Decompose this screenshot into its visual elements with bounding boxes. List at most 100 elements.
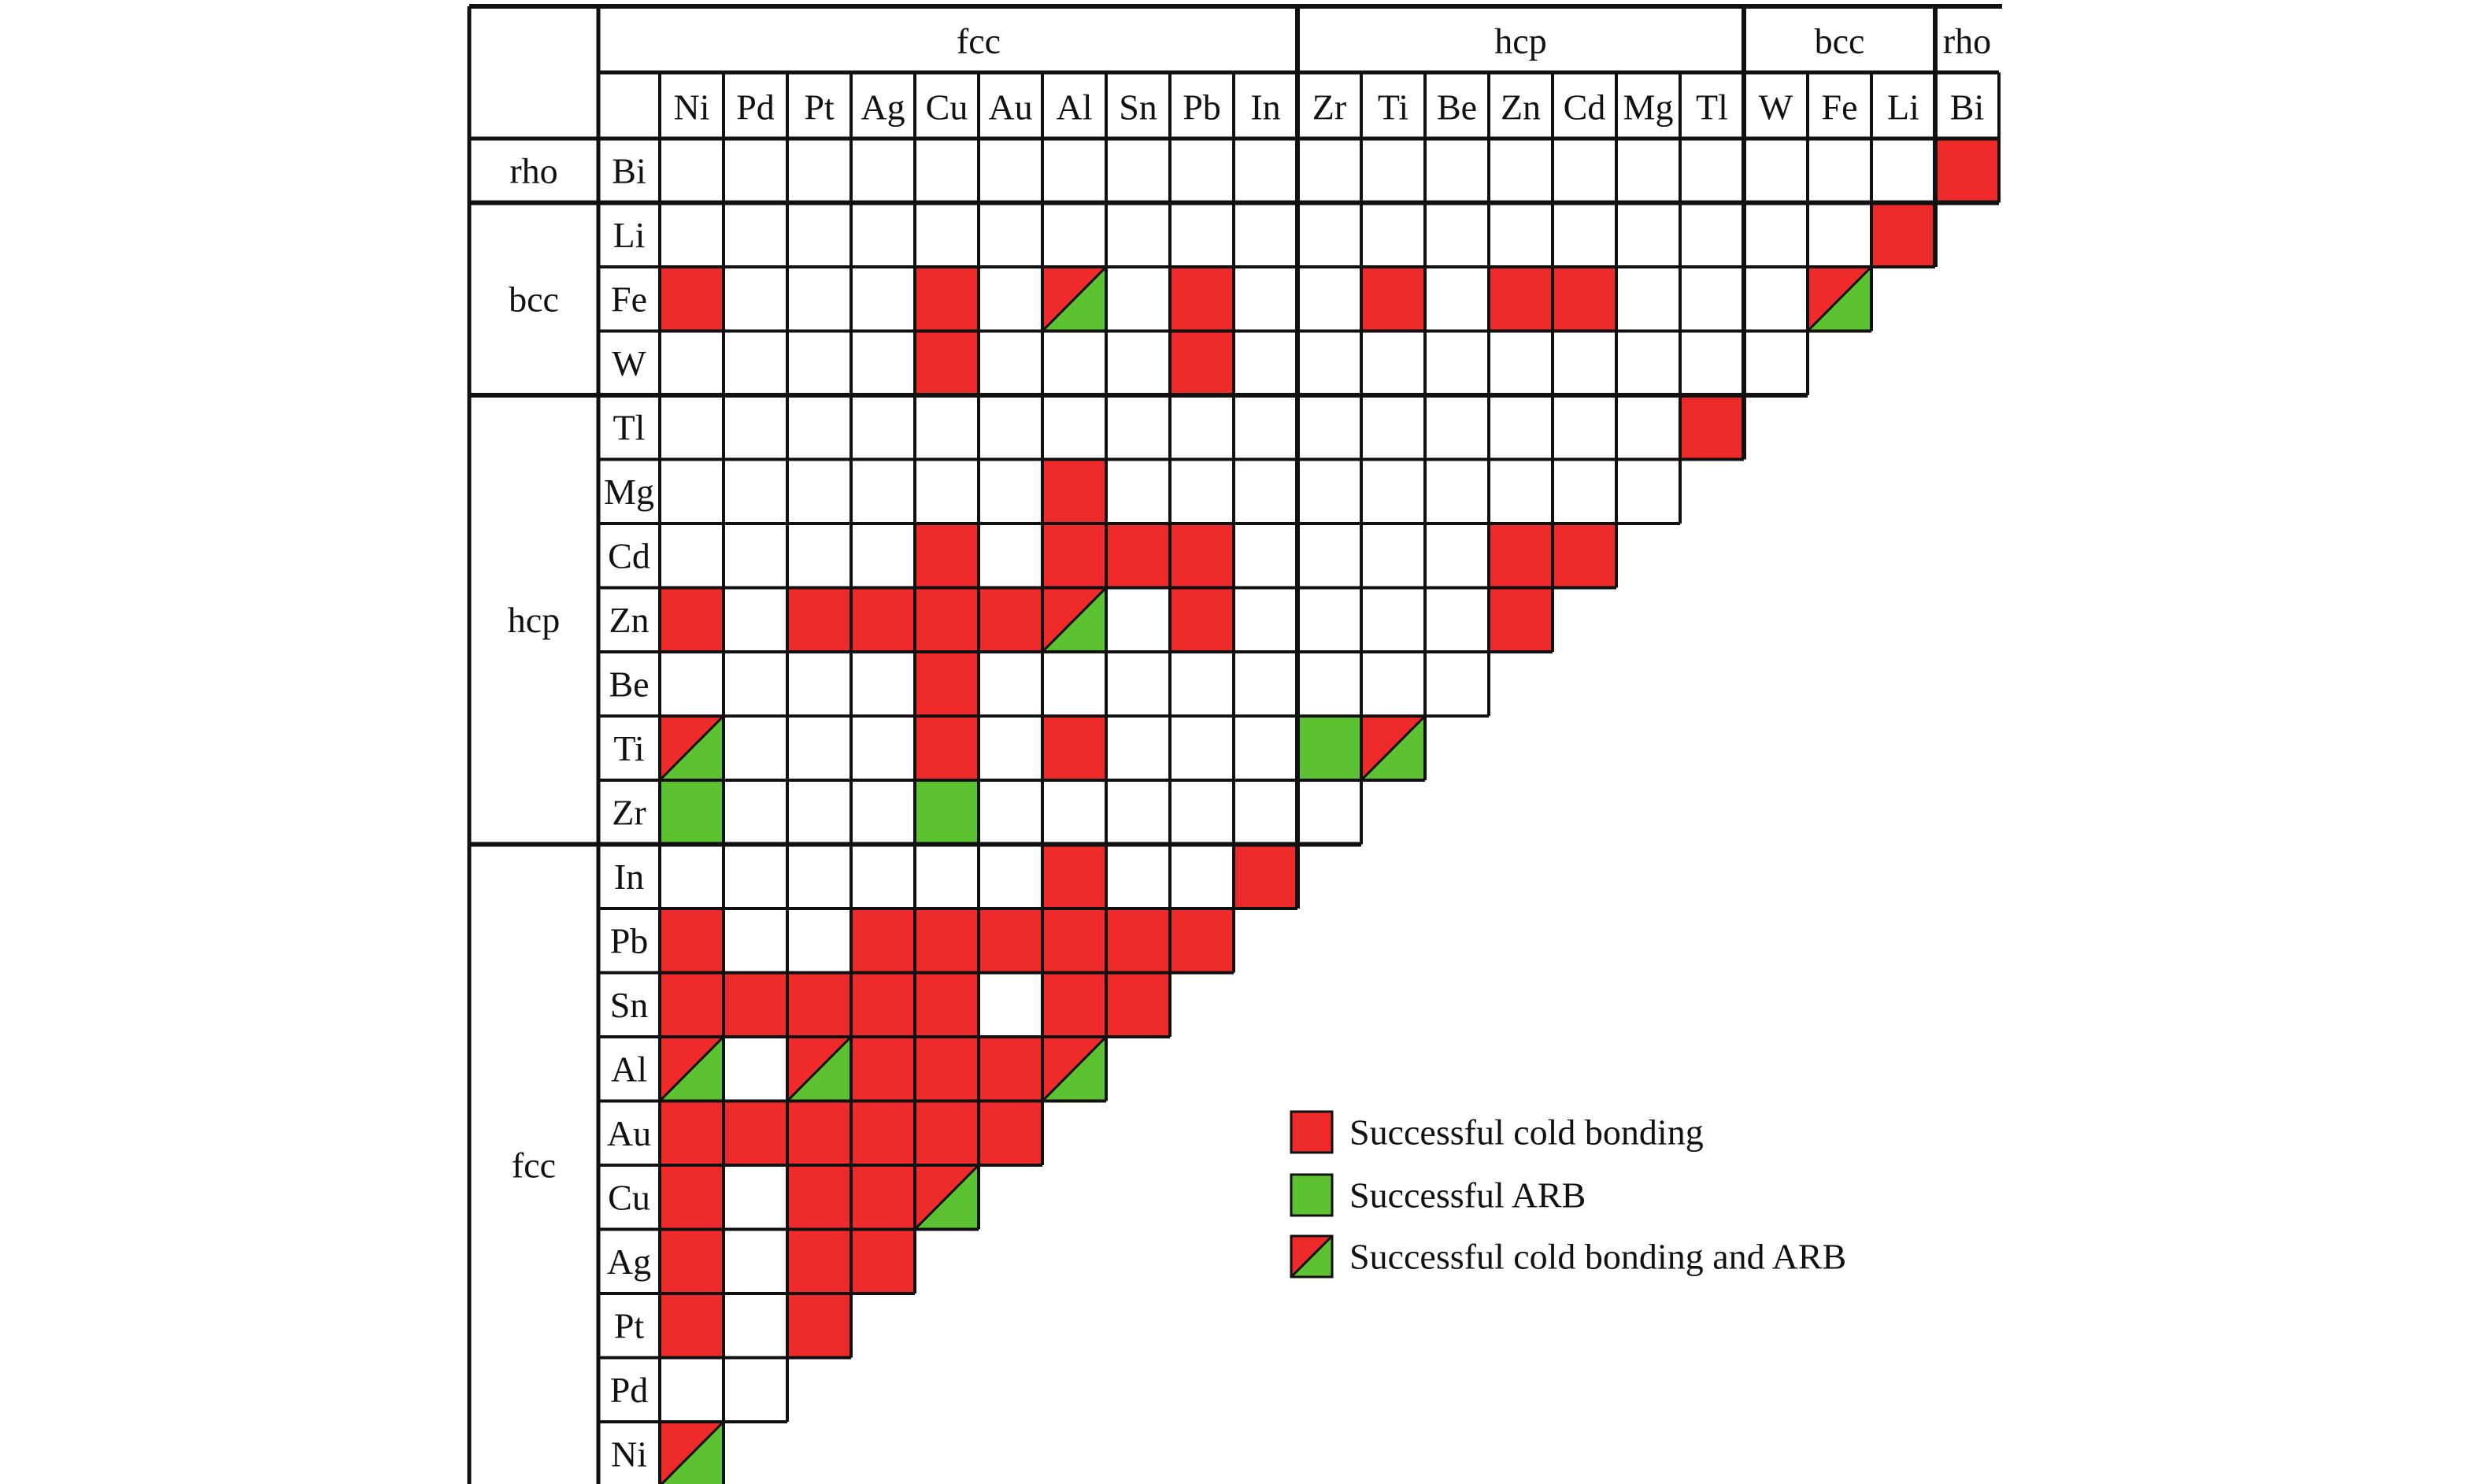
cell-ti-ni-diagonal [658,715,725,782]
cell-ag-ag-cold [851,1229,915,1293]
column-label-sn: Sn [1119,87,1157,128]
cell-cd-sn-cold [1106,524,1170,588]
column-label-cu: Cu [926,87,968,128]
column-group-bcc-label: bcc [1815,21,1865,61]
cell-cd-pb-cold [1170,524,1234,588]
cell-pt-pt-cold [787,1293,851,1358]
legend-item-cold: Successful cold bonding [1290,1110,1704,1154]
column-label-ag: Ag [861,87,905,128]
cell-zn-ag-cold [851,587,915,652]
cell-ti-cu-cold [915,716,979,780]
cell-au-pd-cold [724,1101,787,1165]
cell-ti-ti-diagonal [1360,715,1427,782]
column-label-al: Al [1057,87,1093,128]
cell-li-li-cold [1871,202,1935,267]
cell-au-ni-cold [660,1101,724,1165]
legend-item-arb: Successful ARB [1290,1173,1586,1217]
column-label-ni: Ni [674,87,710,128]
legend-swatch-arb [1291,1175,1332,1216]
cell-in-in-cold [1234,844,1297,909]
cell-cu-ni-cold [660,1165,724,1230]
cell-sn-ag-cold [851,972,915,1037]
cell-pb-au-cold [979,909,1042,973]
row-group-bcc-label: bcc [509,279,559,319]
cell-zr-cu-arb [915,780,979,845]
cell-in-al-cold [1042,844,1106,909]
column-label-mg: Mg [1623,87,1674,128]
cell-zn-au-cold [979,587,1042,652]
cell-pb-ag-cold [851,909,915,973]
column-group-hcp-label: hcp [1494,21,1546,61]
cell-al-pt-both [786,1035,853,1102]
cell-al-ni-diagonal [658,1035,725,1102]
row-label-li: Li [613,215,646,255]
cell-sn-cu-cold [915,972,979,1037]
cell-fe-cu-cold [915,267,979,331]
column-label-pd: Pd [736,87,775,128]
column-label-zr: Zr [1312,87,1346,128]
row-label-be: Be [609,664,649,704]
cell-cu-cu-diagonal [913,1164,980,1230]
cell-cu-ag-cold [851,1165,915,1230]
row-label-cd: Cd [608,535,650,575]
cell-al-ag-cold [851,1037,915,1101]
row-group-hcp-label: hcp [508,600,560,640]
cell-fe-pb-cold [1170,267,1234,331]
row-label-au: Au [607,1113,651,1153]
cell-al-al-both [1041,1035,1108,1102]
legend-label-arb: Successful ARB [1349,1175,1586,1216]
cell-sn-al-cold [1042,972,1106,1037]
legend: Successful cold bonding Successful ARB Suc… [1290,1110,1846,1279]
cell-sn-pt-cold [787,972,851,1037]
cell-pb-al-cold [1042,909,1106,973]
cell-ag-pt-cold [787,1229,851,1293]
cell-au-ag-cold [851,1101,915,1165]
row-label-zr: Zr [612,792,646,832]
cell-al-pt-diagonal [786,1035,853,1102]
cell-fe-fe-diagonal [1806,265,1873,332]
cell-fe-ti-cold [1361,267,1425,331]
cell-zn-ni-cold [660,587,724,652]
cell-cu-cu-both [913,1164,980,1230]
cell-sn-pd-cold [724,972,787,1037]
row-label-pb: Pb [610,920,649,960]
legend-swatch-border [1290,1110,1334,1154]
row-label-mg: Mg [604,472,654,512]
column-label-ti: Ti [1378,87,1408,128]
column-group-fcc-label: fcc [957,21,1001,61]
cell-al-ni-both [658,1035,725,1102]
cell-mg-al-cold [1042,459,1106,524]
cell-zn-pt-cold [787,587,851,652]
cell-al-au-cold [979,1037,1042,1101]
column-label-pb: Pb [1183,87,1221,128]
cell-pb-pb-cold [1170,909,1234,973]
cell-cd-al-cold [1042,524,1106,588]
column-label-cd: Cd [1564,87,1606,128]
cell-zn-cu-cold [915,587,979,652]
column-label-zn: Zn [1501,87,1541,128]
cell-fe-al-both [1041,265,1108,332]
column-label-tl: Tl [1696,87,1728,128]
cell-tl-tl-cold [1680,395,1744,460]
cell-cd-cd-cold [1553,524,1616,588]
legend-swatch-diagonal [1290,1234,1334,1279]
column-label-li: Li [1887,87,1919,128]
row-label-fe: Fe [611,279,647,319]
cell-cu-pt-cold [787,1165,851,1230]
cell-pb-ni-cold [660,909,724,973]
cell-sn-ni-cold [660,972,724,1037]
cell-pb-cu-cold [915,909,979,973]
column-label-au: Au [988,87,1032,128]
cell-au-au-cold [979,1101,1042,1165]
row-label-zn: Zn [609,600,649,640]
column-group-rho-label: rho [1943,21,1991,61]
row-label-pt: Pt [614,1305,645,1345]
legend-label-both: Successful cold bonding and ARB [1349,1237,1846,1277]
column-label-in: In [1250,87,1280,128]
cell-zn-zn-cold [1489,587,1553,652]
column-label-pt: Pt [804,87,835,128]
cell-be-cu-cold [915,652,979,716]
row-label-cu: Cu [608,1177,650,1217]
cell-al-al-diagonal [1041,1035,1108,1102]
